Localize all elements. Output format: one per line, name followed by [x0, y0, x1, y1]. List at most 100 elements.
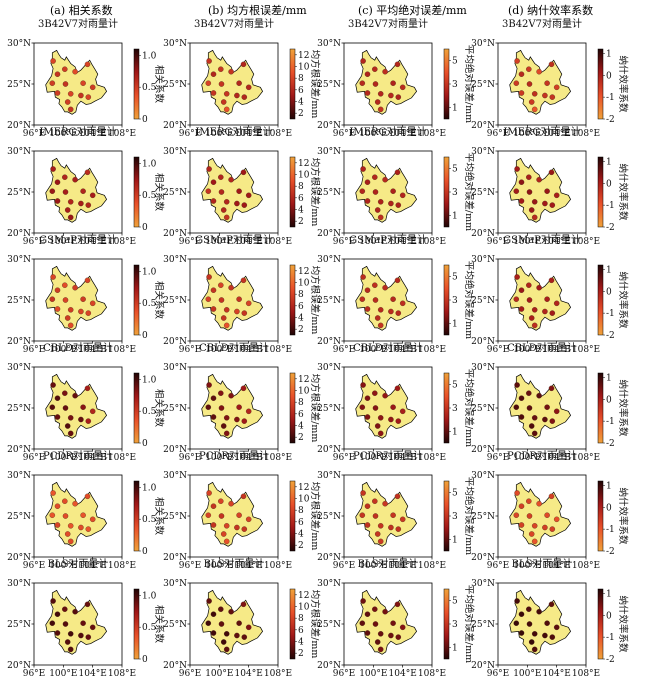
- x-tick-label: 104°E: [543, 669, 571, 679]
- station-point: [536, 500, 542, 507]
- colorbar-label: 相关系数: [153, 605, 165, 644]
- map-panel: BLS对雨量计 96°E 100°E 104°E 108°E 30°N 25°N 20°N 1.…: [4, 555, 166, 679]
- x-tick-label: 100°E: [513, 237, 541, 247]
- colorbar-tick-label: 10: [298, 495, 310, 505]
- station-point: [549, 202, 556, 208]
- x-tick-label: 100°E: [205, 669, 233, 679]
- station-point: [536, 176, 542, 183]
- station-point: [228, 68, 234, 75]
- station-point: [218, 297, 225, 303]
- colorbar-tick-label: 1: [452, 427, 458, 437]
- station-point: [218, 174, 224, 180]
- station-point: [85, 418, 92, 424]
- x-tick-label: 96°E: [23, 453, 46, 463]
- station-point: [62, 282, 68, 288]
- station-point: [223, 415, 230, 421]
- colorbar: [597, 156, 604, 228]
- station-point: [62, 390, 68, 396]
- station-point: [220, 207, 227, 213]
- station-point: [399, 516, 406, 523]
- region-boundary: [355, 481, 418, 547]
- station-point: [241, 418, 248, 424]
- station-point: [518, 503, 525, 509]
- colorbar-label: 平均绝对误差/mm: [463, 477, 475, 555]
- region-boundary: [509, 157, 572, 223]
- panel-title: GSMaP对雨量计: [503, 235, 581, 246]
- map-plot: 96°E 100°E 104°E 108°E 30°N 25°N 20°N 1 0 -1 -2纳什效…: [471, 255, 629, 355]
- region-boundary: [355, 49, 418, 115]
- station-point: [234, 308, 240, 315]
- station-point: [223, 307, 230, 313]
- region-boundary: [509, 481, 572, 547]
- station-point: [89, 408, 96, 415]
- station-point: [67, 199, 74, 205]
- station-point: [518, 179, 525, 185]
- y-tick-label: 30°N: [471, 363, 495, 373]
- station-point: [372, 66, 378, 72]
- colorbar-tick-label: 0: [142, 115, 148, 125]
- station-point: [528, 207, 535, 213]
- station-point: [526, 606, 532, 612]
- panel-title: GSMaP对雨量计: [349, 235, 427, 246]
- station-point: [382, 284, 388, 291]
- x-tick-label: 108°E: [572, 453, 600, 463]
- region-boundary: [201, 373, 264, 439]
- station-point: [240, 601, 247, 608]
- station-point: [382, 176, 388, 183]
- station-point: [67, 523, 74, 529]
- colorbar-label: 相关系数: [153, 65, 165, 104]
- colorbar-tick-label: 4: [298, 206, 304, 216]
- panel-title: CBLD对雨量计: [199, 343, 269, 354]
- map-plot: 96°E 100°E 104°E 108°E 30°N 25°N 20°N 12 108 6 42 均…: [163, 147, 321, 247]
- station-point: [399, 624, 406, 631]
- panel-title: 3B42V7对雨量计: [347, 19, 429, 30]
- station-point: [542, 632, 548, 639]
- panel-title: 3B42V7对雨量计: [37, 19, 119, 30]
- y-tick-label: 25°N: [163, 620, 187, 630]
- panel-title: CBLD对雨量计: [507, 343, 577, 354]
- colorbar: [289, 588, 296, 660]
- station-point: [549, 526, 556, 532]
- colorbar-tick-label: 1.0: [142, 267, 157, 277]
- colorbar-tick-label: 10: [298, 387, 310, 397]
- map-plot: 96°E 100°E 104°E 108°E 30°N 25°N 20°N 1.0 0.5 0 相关…: [7, 39, 165, 139]
- y-tick-label: 25°N: [471, 404, 495, 414]
- station-point: [518, 287, 525, 293]
- station-point: [542, 524, 548, 531]
- colorbar-tick-label: 6: [298, 626, 304, 636]
- map-panel: IMERG对雨量计 96°E 100°E 104°E 108°E 30°N 25°N 20°N…: [314, 123, 476, 247]
- colorbar-tick-label: 1: [606, 481, 612, 491]
- station-point: [80, 296, 86, 302]
- x-tick-label: 96°E: [179, 129, 202, 139]
- station-point: [359, 296, 366, 302]
- station-point: [223, 631, 230, 637]
- x-tick-label: 104°E: [389, 669, 417, 679]
- station-point: [85, 202, 92, 208]
- station-point: [50, 598, 56, 604]
- station-point: [218, 498, 224, 504]
- colorbar: [597, 480, 604, 552]
- station-point: [372, 81, 379, 87]
- colorbar-tick-label: 1: [606, 373, 612, 383]
- station-point: [549, 634, 556, 640]
- colorbar-tick-label: 1.0: [142, 375, 157, 385]
- station-point: [518, 522, 525, 528]
- colorbar-tick-label: 10: [298, 603, 310, 613]
- station-point: [513, 620, 520, 626]
- station-point: [206, 598, 212, 604]
- colorbar-tick-label: 4: [298, 422, 304, 432]
- station-point: [54, 414, 61, 420]
- station-point: [218, 390, 224, 396]
- y-tick-label: 30°N: [317, 579, 341, 589]
- map-plot: 96°E 100°E 104°E 108°E 30°N 25°N 20°N 1 0 -1 -2纳什效…: [471, 147, 629, 247]
- y-tick-label: 30°N: [7, 39, 31, 49]
- station-point: [49, 404, 56, 410]
- station-point: [54, 503, 61, 509]
- station-point: [64, 207, 71, 213]
- colorbar-tick-label: 3: [452, 296, 458, 306]
- station-point: [223, 430, 230, 437]
- station-point: [518, 611, 525, 617]
- station-point: [205, 80, 212, 86]
- station-point: [234, 200, 240, 207]
- x-tick-label: 108°E: [572, 129, 600, 139]
